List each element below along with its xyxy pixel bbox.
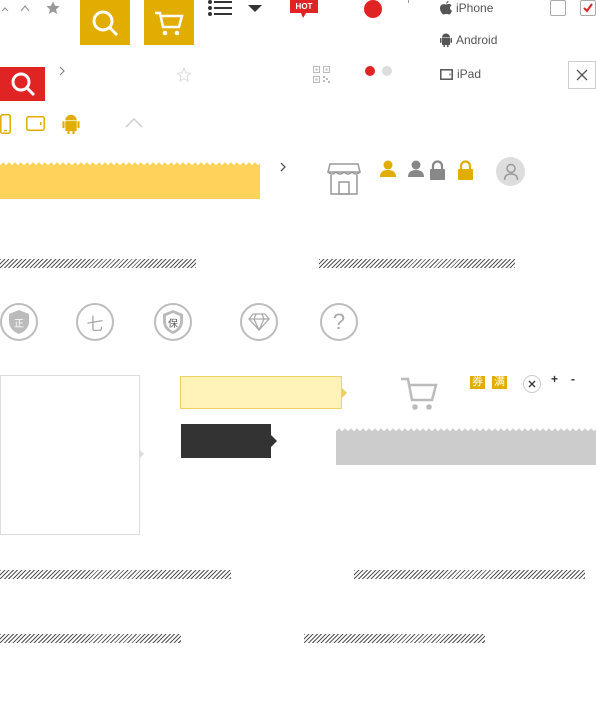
yellow-tooltip (180, 376, 342, 409)
cart-outline-icon[interactable] (399, 375, 439, 413)
device-label-ipad: iPad (457, 67, 482, 81)
device-item-ipad[interactable]: iPad (440, 66, 481, 82)
device-item-iphone[interactable]: iPhone (440, 0, 493, 16)
hatch-divider (0, 570, 231, 579)
list-icon[interactable] (208, 0, 232, 18)
hatch-divider (319, 259, 515, 268)
guarantee-badge[interactable]: 保 (154, 303, 192, 341)
checkbox-checked[interactable] (580, 0, 596, 16)
plus-button[interactable]: + (551, 372, 559, 386)
hatch-divider (0, 634, 181, 643)
close-icon (528, 380, 536, 388)
red-dot-icon (364, 0, 382, 18)
search-icon (11, 72, 35, 97)
chevron-up-icon[interactable] (19, 0, 31, 12)
tablet-landscape-icon[interactable] (26, 116, 45, 131)
chevron-up-icon[interactable] (124, 116, 144, 128)
phone-icon[interactable] (0, 114, 11, 134)
diamond-icon (248, 313, 270, 331)
authentic-badge-text: 正 (14, 318, 24, 330)
lock-icon[interactable] (429, 160, 446, 180)
check-icon (583, 3, 593, 13)
star-outline-icon[interactable] (176, 67, 192, 83)
close-circle-button[interactable] (523, 375, 541, 393)
red-search-button[interactable] (0, 67, 45, 101)
checkbox-unchecked[interactable] (550, 0, 566, 16)
tablet-icon (440, 68, 453, 80)
shield-icon (9, 310, 29, 334)
qr-code-icon[interactable] (313, 66, 330, 83)
avatar[interactable] (496, 157, 525, 186)
yellow-ribbon-bar (0, 162, 260, 199)
coupon-badge: 券 (470, 376, 485, 389)
star-filled-icon[interactable] (45, 0, 61, 16)
seven-day-text: 七 (86, 314, 104, 334)
hatch-divider (0, 259, 196, 268)
dark-tooltip-arrow (271, 435, 277, 447)
android-icon (440, 33, 452, 47)
yellow-tooltip-arrow (341, 387, 347, 399)
question-icon: ? (332, 309, 346, 334)
lock-icon-active[interactable] (457, 160, 474, 180)
user-outline-icon (503, 163, 518, 180)
hatch-divider (304, 634, 485, 643)
user-icon-active[interactable] (380, 160, 396, 178)
apple-icon (440, 1, 452, 15)
search-icon (92, 10, 119, 36)
search-button[interactable] (80, 0, 130, 45)
hot-badge: HOT (290, 0, 318, 18)
tick-mark (408, 0, 409, 3)
seven-day-return-badge[interactable]: 七 (76, 303, 114, 341)
diamond-badge[interactable] (240, 303, 278, 341)
popup-panel (0, 375, 140, 535)
cart-button[interactable] (144, 0, 194, 45)
minus-button[interactable]: - (571, 372, 575, 386)
authentic-badge[interactable]: 正 (0, 303, 38, 341)
user-icon[interactable] (408, 160, 424, 178)
android-icon[interactable] (62, 114, 80, 134)
device-label-iphone: iPhone (456, 1, 494, 15)
hot-badge-text: HOT (295, 2, 313, 11)
store-icon[interactable] (326, 160, 362, 196)
caret-down-icon[interactable] (246, 0, 264, 12)
dark-tooltip (181, 424, 271, 458)
close-button[interactable] (568, 61, 596, 89)
shield-icon (163, 310, 183, 334)
device-label-android: Android (456, 33, 498, 47)
guarantee-badge-text: 保 (168, 318, 178, 330)
close-icon (576, 69, 588, 81)
full-reduction-badge: 满 (492, 376, 507, 389)
device-item-android[interactable]: Android (440, 32, 497, 48)
help-badge[interactable]: ? (320, 303, 358, 341)
chevron-right-icon[interactable] (58, 64, 66, 76)
popup-panel-arrow (139, 449, 144, 459)
cart-icon (155, 11, 184, 35)
close-chevron-icon[interactable] (0, 0, 10, 12)
gray-ribbon-bar (336, 428, 596, 465)
hatch-divider (354, 570, 585, 579)
slider-dot-active[interactable] (365, 66, 375, 76)
slider-dot-inactive[interactable] (382, 66, 392, 76)
chevron-right-icon[interactable] (279, 160, 287, 172)
